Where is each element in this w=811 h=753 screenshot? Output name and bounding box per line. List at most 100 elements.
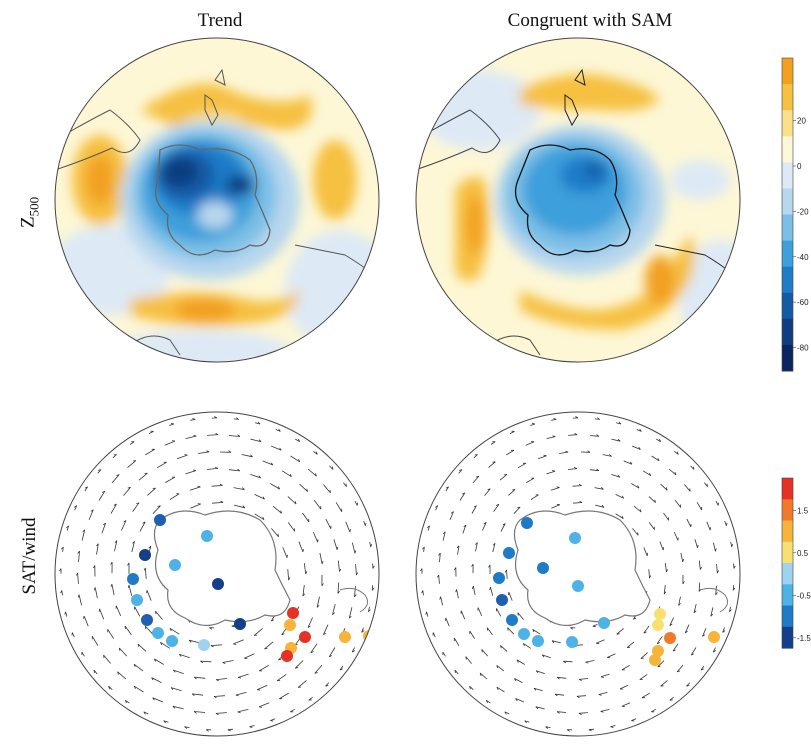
wind-arrow-head xyxy=(438,552,441,556)
wind-arrow xyxy=(77,572,79,584)
wind-arrow-head xyxy=(710,613,714,617)
wind-arrow xyxy=(427,525,430,531)
wind-arrow xyxy=(551,504,560,509)
wind-arrow-head xyxy=(160,642,163,646)
wind-arrow xyxy=(542,654,551,659)
colorbar-tick-label: 1.5 xyxy=(797,506,809,515)
wind-arrow xyxy=(551,419,557,421)
wind-arrow-head xyxy=(585,661,589,664)
wind-arrow xyxy=(490,587,494,596)
wind-arrow-head xyxy=(621,495,625,499)
wind-arrow xyxy=(93,669,98,675)
wind-arrow-head xyxy=(732,587,736,591)
wind-arrow xyxy=(124,625,132,636)
wind-arrow xyxy=(307,468,317,477)
wind-arrow-head xyxy=(517,612,519,616)
wind-arrow-head xyxy=(193,711,197,714)
station-dot xyxy=(532,635,544,647)
wind-arrow-head xyxy=(665,487,668,491)
wind-arrow-head xyxy=(169,628,172,632)
wind-arrow-head xyxy=(483,521,487,525)
colorbar-tick-label: 20 xyxy=(797,117,806,126)
station-dot xyxy=(537,562,549,574)
wind-arrow-head xyxy=(422,546,425,550)
wind-arrow-head xyxy=(155,611,157,615)
wind-arrow-head xyxy=(587,450,591,453)
wind-arrow-head xyxy=(132,541,135,544)
wind-arrow-head xyxy=(262,516,265,520)
wind-arrow xyxy=(557,711,567,713)
wind-arrow xyxy=(631,718,637,721)
station-dot xyxy=(493,572,505,584)
wind-arrow xyxy=(145,567,147,579)
wind-arrow-head xyxy=(514,678,517,682)
wind-arrow xyxy=(127,460,137,468)
wind-arrow-head xyxy=(213,696,217,699)
wind-arrow xyxy=(345,521,351,533)
station-dot xyxy=(284,619,296,631)
wind-arrow xyxy=(233,418,239,420)
wind-arrow-head xyxy=(98,469,102,471)
wind-arrow-head xyxy=(133,686,136,689)
station-dot xyxy=(198,639,210,651)
wind-arrow-head xyxy=(578,679,582,681)
wind-arrow xyxy=(84,486,88,492)
wind-arrow xyxy=(325,682,330,687)
wind-arrow-head xyxy=(137,643,140,647)
wind-arrow xyxy=(698,560,701,570)
station-dot xyxy=(649,654,661,666)
wind-arrow xyxy=(639,674,648,680)
wind-arrow-head xyxy=(507,627,509,631)
wind-arrow xyxy=(210,644,222,646)
wind-arrow xyxy=(335,502,343,512)
wind-arrow-head xyxy=(184,454,188,456)
wind-arrow-head xyxy=(532,629,535,633)
wind-arrow-head xyxy=(579,500,583,503)
wind-arrow xyxy=(472,586,476,596)
wind-arrow xyxy=(631,483,640,489)
wind-arrow-head xyxy=(206,450,210,453)
wind-arrow-head xyxy=(574,433,578,436)
wind-arrow xyxy=(111,474,120,484)
wind-arrow xyxy=(281,470,292,478)
wind-arrow-head xyxy=(639,509,642,513)
wind-arrow xyxy=(81,529,86,541)
wind-arrow-head xyxy=(663,591,667,595)
wind-arrow-head xyxy=(371,587,375,591)
wind-arrow-head xyxy=(702,634,706,637)
wind-arrow-head xyxy=(157,505,161,507)
wind-arrow xyxy=(270,483,280,490)
wind-arrow-head xyxy=(633,617,637,620)
wind-arrow-head xyxy=(236,417,239,420)
wind-arrow-head xyxy=(733,565,736,569)
wind-arrow-head xyxy=(77,594,80,598)
wind-arrow xyxy=(700,665,705,671)
wind-arrow-head xyxy=(257,421,261,425)
wind-arrow xyxy=(598,692,608,695)
wind-arrow xyxy=(690,647,697,656)
wind-arrow xyxy=(190,419,196,421)
wind-arrow xyxy=(107,629,114,639)
wind-arrow xyxy=(615,513,624,519)
wind-arrow xyxy=(663,512,670,521)
wind-arrow-head xyxy=(697,544,699,548)
wind-arrow xyxy=(270,718,276,721)
colorbar-segment xyxy=(782,162,793,189)
wind-arrow xyxy=(573,502,583,504)
wind-arrow-head xyxy=(610,726,614,728)
station-dot xyxy=(127,573,139,585)
wind-arrow-head xyxy=(93,670,95,674)
wind-arrow xyxy=(215,712,227,714)
wind-arrow xyxy=(137,643,147,652)
wind-arrow-head xyxy=(496,687,499,690)
wind-arrow xyxy=(337,582,340,594)
wind-arrow xyxy=(702,627,707,637)
wind-arrow-head xyxy=(674,471,677,476)
wind-arrow xyxy=(155,610,163,620)
wind-arrow-head xyxy=(193,676,197,680)
station-dot xyxy=(569,532,581,544)
wind-arrow xyxy=(83,615,89,627)
wind-arrow xyxy=(254,494,265,500)
wind-arrow xyxy=(526,477,535,483)
wind-arrow-head xyxy=(215,679,219,682)
